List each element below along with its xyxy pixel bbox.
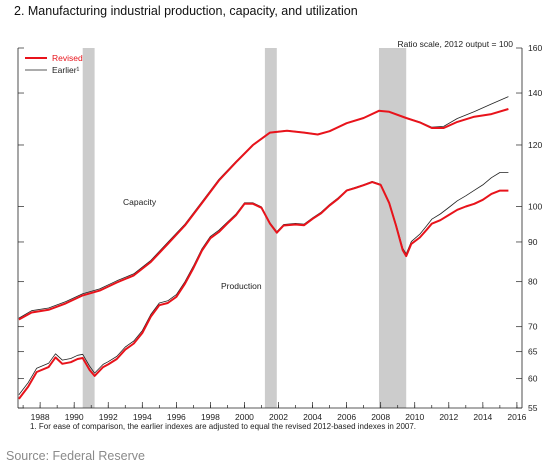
x-tick-label: 1992 [99, 412, 118, 422]
x-tick-label: 2016 [507, 412, 526, 422]
x-tick-label: 1998 [201, 412, 220, 422]
capacity-series-label: Capacity [123, 197, 157, 207]
recession-bands [82, 48, 407, 408]
chart-axes: 1988 1990 1992 1994 1996 1998 2000 2002 2004 2006… [17, 43, 542, 422]
figure-title: 2. Manufacturing industrial production, … [14, 4, 358, 18]
revised-production-line [18, 181, 509, 400]
chart-series [18, 96, 509, 400]
x-tick-label: 2008 [371, 412, 390, 422]
footnote: 1. For ease of comparison, the earlier i… [30, 422, 417, 431]
x-tick-label: 1988 [31, 412, 50, 422]
x-tick-label: 1990 [65, 412, 84, 422]
y-tick-label: 120 [528, 140, 542, 150]
legend-earlier-label: Earlier¹ [52, 65, 80, 75]
y-tick-label: 60 [528, 374, 538, 384]
x-tick-label: 2014 [473, 412, 492, 422]
y-tick-label: 65 [528, 347, 538, 357]
x-tick-label: 1994 [133, 412, 152, 422]
x-tick-label: 2006 [337, 412, 356, 422]
chart-labels: Ratio scale, 2012 output = 100 Revised E… [25, 39, 513, 291]
recession-band-2 [264, 48, 277, 408]
y-tick-label: 80 [528, 277, 538, 287]
y-tick-label: 55 [528, 403, 538, 413]
x-tick-label: 2012 [439, 412, 458, 422]
production-series-label: Production [221, 281, 262, 291]
y-tick-label: 70 [528, 322, 538, 332]
y-tick-label: 90 [528, 237, 538, 247]
x-tick-label: 2002 [269, 412, 288, 422]
x-tick-label: 2004 [303, 412, 322, 422]
source-note: Source: Federal Reserve [6, 449, 145, 463]
revised-capacity-line [18, 108, 509, 321]
x-tick-label: 2000 [235, 412, 254, 422]
y-tick-label: 100 [528, 201, 542, 211]
y-tick-label: 140 [528, 88, 542, 98]
y-tick-label: 160 [528, 43, 542, 53]
x-tick-label: 1996 [167, 412, 186, 422]
scale-note: Ratio scale, 2012 output = 100 [397, 39, 513, 49]
recession-band-3 [378, 48, 407, 408]
legend-revised-label: Revised [52, 53, 83, 63]
x-tick-label: 2010 [405, 412, 424, 422]
recession-band-1 [82, 48, 95, 408]
